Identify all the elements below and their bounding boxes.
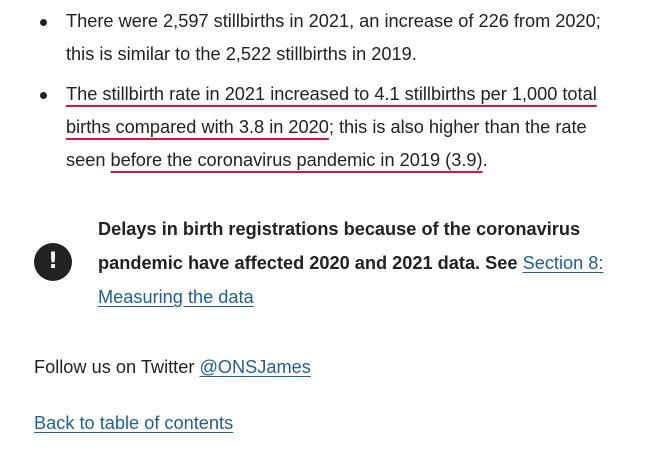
bullet-text-segment: . — [482, 150, 488, 170]
bullet-line: seen before the coronavirus pandemic in … — [66, 144, 646, 177]
bullet-text: The stillbirth rate in 2021 increased to… — [66, 78, 646, 177]
bullet-text-segment: ; this is also higher than the rate — [328, 117, 587, 137]
callout-line: Measuring the data — [98, 280, 648, 314]
follow-twitter-text: Follow us on Twitter @ONSJames — [34, 352, 311, 382]
callout-line: pandemic have affected 2020 and 2021 dat… — [98, 246, 648, 280]
section-8-link[interactable]: Section 8: — [522, 253, 604, 273]
bullet-line: this is similar to the 2,522 stillbirths… — [66, 44, 417, 64]
callout-panel: Delays in birth registrations because of… — [98, 212, 648, 314]
callout-bold-text: pandemic have affected 2020 and 2021 dat… — [98, 253, 523, 273]
bullet-line: births compared with 3.8 in 2020; this i… — [66, 111, 646, 144]
follow-prefix: Follow us on Twitter — [34, 357, 200, 377]
callout-bold-text: Delays in birth registrations because of… — [98, 219, 581, 239]
twitter-handle-link[interactable]: @ONSJames — [199, 357, 311, 377]
section-8-link-continued[interactable]: Measuring the data — [98, 287, 254, 307]
bullet-line: There were 2,597 stillbirths in 2021, an… — [66, 11, 601, 31]
highlighted-phrase: The stillbirth rate in 2021 increased to… — [66, 84, 597, 104]
back-section: Back to table of contents — [34, 408, 233, 438]
highlighted-phrase: births compared with 3.8 in 2020 — [66, 117, 329, 137]
bullet-text-segment: seen — [66, 150, 111, 170]
exclamation-icon: ! — [34, 243, 72, 281]
bullet-text: There were 2,597 stillbirths in 2021, an… — [66, 5, 646, 71]
back-to-contents-link[interactable]: Back to table of contents — [34, 413, 234, 433]
bullet-dot-icon — [40, 92, 47, 99]
bullet-line: The stillbirth rate in 2021 increased to… — [66, 78, 646, 111]
bullet-dot-icon — [40, 19, 47, 26]
highlighted-phrase: before the coronavirus pandemic in 2019 … — [110, 150, 483, 170]
